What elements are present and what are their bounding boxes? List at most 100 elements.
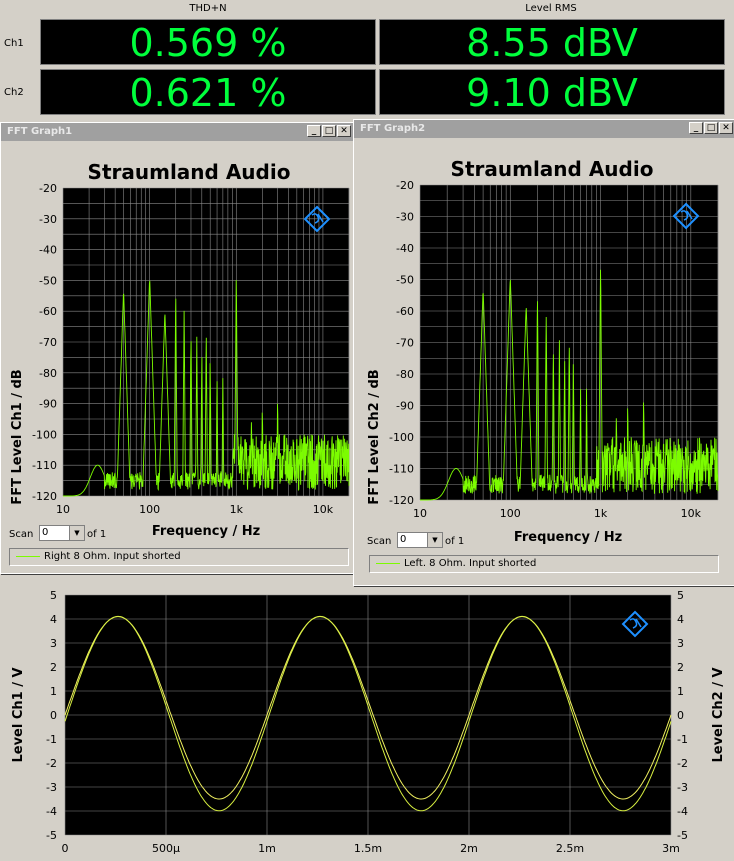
ch1-label: Ch1 [4,38,24,49]
thdn-header: THD+N [189,3,227,14]
fft2-ytick-label: -20 [396,179,414,192]
scope-ylabel-right: Level Ch2 / V [711,667,726,762]
fft2-ytick-label: -90 [396,400,414,413]
fft2-xtick-label: 10k [681,507,702,520]
fft2-of-label: of 1 [445,536,465,547]
fft1-ytick-label: -80 [39,367,57,380]
fft1-ytick-label: -90 [39,398,57,411]
minimize-button[interactable]: _ [307,125,321,137]
fft1-xtick-label: 1k [230,503,244,516]
scope-ytick-right: -5 [677,829,688,842]
fft2-xtick-label: 1k [594,507,608,520]
fft2-ytick-label: -60 [396,305,414,318]
fft-graph2-titlebar[interactable]: FFT Graph2 _ □ ✕ [354,120,734,138]
fft2-ytick-label: -70 [396,337,414,350]
scope-ytick-left: -1 [46,733,57,746]
level-rms-header: Level RMS [525,3,577,14]
ch2-label: Ch2 [4,87,24,98]
scope-ytick-left: -2 [46,757,57,770]
close-button[interactable]: ✕ [337,125,351,137]
fft1-ytick-label: -70 [39,336,57,349]
fft1-legend-swatch [16,555,40,557]
scope-logo-mark [629,618,642,629]
fft2-ytick-label: -100 [389,431,414,444]
fft2-logo-icon [672,202,700,230]
scope-ytick-left: -4 [46,805,57,818]
scope-xtick-label: 2.5m [556,842,584,855]
fft1-ytick-label: -40 [39,244,57,257]
fft2-scan-value: 0 [400,534,407,545]
fft1-trace-line [63,280,350,497]
scope-ytick-left: 1 [50,685,57,698]
minimize-button[interactable]: _ [689,122,703,134]
fft1-ytick-label: -110 [32,459,57,472]
scope-ytick-left: 5 [50,589,57,602]
fft2-xlabel: Frequency / Hz [514,530,622,545]
fft2-ylabel: FFT Level Ch2 / dB [367,369,382,504]
fft1-xtick-label: 100 [139,503,160,516]
scope-xtick-label: 500µ [152,842,180,855]
scope-trace-line [64,615,672,812]
fft2-scan-label: Scan [367,536,392,547]
fft2-plot-title: Straumland Audio [451,157,654,181]
scope-ytick-right: -2 [677,757,688,770]
scope-trace-line [64,616,672,800]
scope-ytick-right: -3 [677,781,688,794]
fft1-scan-select[interactable]: 0 ▼ [39,525,85,541]
fft2-scan-select[interactable]: 0 ▼ [397,532,443,548]
fft-graph1-window[interactable]: FFT Graph1 _ □ ✕ Straumland Audio -20 -30… [0,122,354,574]
scope-ytick-right: 1 [677,685,684,698]
fft1-xlabel: Frequency / Hz [152,524,260,539]
scope-xtick-label: 0 [62,842,69,855]
fft2-xtick-label: 10 [413,507,427,520]
fft1-legend-text: Right 8 Ohm. Input shorted [44,551,181,562]
fft1-plot: Straumland Audio -20 -30 -40 -50 -60 -70 -80 -9… [10,160,350,539]
scope-ytick-right: 0 [677,709,684,722]
scope-logo-icon [621,610,649,638]
fft1-xtick-label: 10k [313,503,334,516]
chevron-down-icon[interactable]: ▼ [427,533,442,547]
fft-graph1-title: FFT Graph1 [7,126,73,137]
fft2-legend-swatch [376,562,400,564]
fft-graph2-window[interactable]: FFT Graph2 _ □ ✕ Straumland Audio -20 -30… [353,119,734,586]
chevron-down-icon[interactable]: ▼ [69,526,84,540]
fft2-logo-mark [680,210,693,221]
fft2-legend: Left. 8 Ohm. Input shorted [369,555,719,573]
scope-ytick-right: 5 [677,589,684,602]
fft2-ytick-label: -110 [389,463,414,476]
fft2-trace-line [420,269,719,501]
fft1-logo-icon [303,205,331,233]
scope-xtick-label: 3m [662,842,680,855]
scope-ytick-right: -1 [677,733,688,746]
fft1-logo-mark [311,213,324,224]
fft1-scan-value: 0 [42,527,49,538]
close-button[interactable]: ✕ [719,122,733,134]
scope-ytick-left: 4 [50,613,57,626]
ch1-level-display: 8.55 dBV [379,19,725,65]
maximize-button[interactable]: □ [704,122,718,134]
scope-xtick-label: 1m [258,842,276,855]
fft2-ytick-label: -30 [396,211,414,224]
fft1-ytick-label: -100 [32,428,57,441]
fft1-ylabel: FFT Level Ch1 / dB [10,369,25,504]
ch2-level-display: 9.10 dBV [379,69,725,115]
fft2-legend-text: Left. 8 Ohm. Input shorted [404,558,537,569]
scope-ytick-left: -3 [46,781,57,794]
fft1-scan-label: Scan [9,529,34,540]
scope-ytick-right: 2 [677,661,684,674]
fft1-ytick-label: -60 [39,305,57,318]
scope-ytick-left: 3 [50,637,57,650]
scope-ytick-right: -4 [677,805,688,818]
scope-ytick-left: -5 [46,829,57,842]
scope-ylabel-left: Level Ch1 / V [11,667,26,762]
maximize-button[interactable]: □ [322,125,336,137]
fft1-ytick-label: -50 [39,274,57,287]
fft2-xtick-label: 100 [500,507,521,520]
fft1-of-label: of 1 [87,529,107,540]
fft2-ytick-label: -50 [396,274,414,287]
fft1-legend: Right 8 Ohm. Input shorted [9,548,349,566]
fft1-plot-title: Straumland Audio [88,160,291,184]
scope-ytick-right: 4 [677,613,684,626]
fft-graph2-title: FFT Graph2 [360,123,426,134]
fft-graph1-titlebar[interactable]: FFT Graph1 _ □ ✕ [1,123,353,141]
